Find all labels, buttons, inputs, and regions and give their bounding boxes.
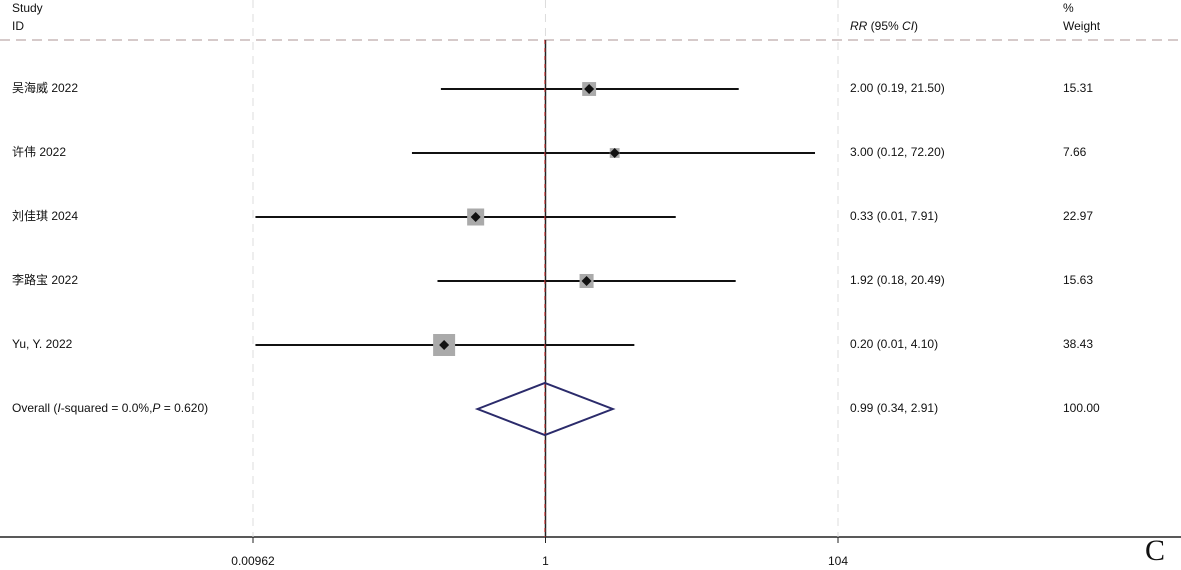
effect-label: 1.92 (0.18, 20.49): [850, 273, 945, 287]
overall-label-part: I: [57, 401, 61, 415]
overall-diamond: [474, 381, 616, 437]
study-label: 吴海威 2022: [12, 80, 78, 95]
x-tick-label: 1: [542, 554, 549, 568]
study-label: 许伟 2022: [12, 145, 66, 159]
effect-header-part: CI: [902, 19, 915, 33]
point-estimate: [584, 84, 595, 94]
study-label: 刘佳琪 2024: [12, 209, 78, 223]
point-estimate: [470, 212, 481, 222]
weight-label: 100.00: [1063, 401, 1100, 415]
panel-label: C: [1145, 534, 1165, 567]
effect-label: 3.00 (0.12, 72.20): [850, 145, 945, 159]
effect-header-part: RR: [850, 19, 868, 33]
effect-label: 2.00 (0.19, 21.50): [850, 81, 945, 95]
overall-label-part: P: [152, 401, 160, 415]
weight-header: Weight: [1063, 19, 1101, 33]
weight-label: 38.43: [1063, 337, 1093, 351]
point-estimate: [439, 340, 450, 350]
effect-label: 0.20 (0.01, 4.10): [850, 337, 938, 351]
weight-label: 15.63: [1063, 273, 1093, 287]
point-estimate: [609, 148, 620, 158]
weight-label: 15.31: [1063, 81, 1093, 95]
study-label: Yu, Y. 2022: [12, 337, 73, 351]
weight-header: %: [1063, 1, 1074, 15]
effect-header-part: (95%: [867, 19, 902, 33]
study-header: Study: [12, 1, 43, 15]
overall-label-part: Overall (: [12, 401, 57, 415]
weight-label: 22.97: [1063, 209, 1093, 223]
x-tick-label: 104: [828, 554, 848, 568]
effect-label: 0.99 (0.34, 2.91): [850, 401, 938, 415]
study-header: ID: [12, 19, 24, 33]
weight-label: 7.66: [1063, 145, 1087, 159]
x-tick-label: 0.00962: [231, 554, 275, 568]
effect-label: 0.33 (0.01, 7.91): [850, 209, 938, 223]
overall-label-part: = 0.620): [160, 401, 208, 415]
point-estimate: [581, 276, 592, 286]
effect-header-part: ): [914, 19, 918, 33]
study-label: 李路宝 2022: [12, 272, 78, 287]
overall-label: Overall (I-squared = 0.0%,P = 0.620): [12, 401, 208, 415]
overall-label-part: -squared = 0.0%,: [61, 401, 153, 415]
effect-header: RR (95% CI): [850, 19, 918, 33]
